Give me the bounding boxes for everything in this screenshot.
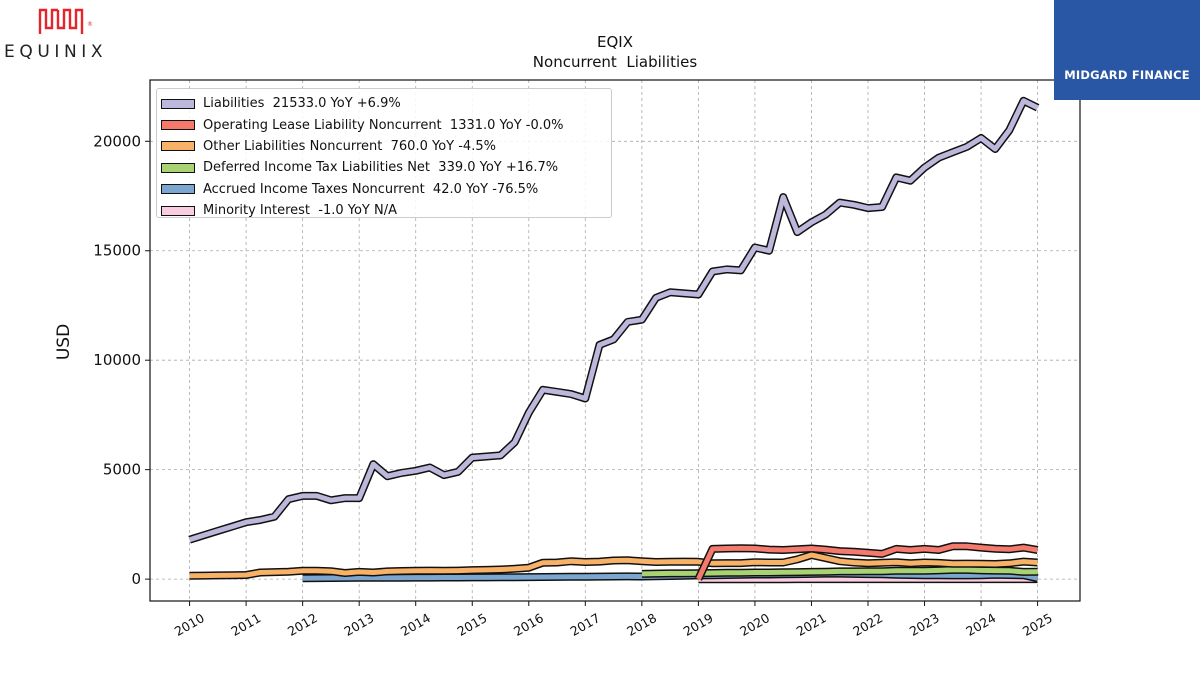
x-tick-label: 2019	[681, 610, 716, 639]
series-line	[696, 543, 1039, 581]
legend-label: Deferred Income Tax Liabilities Net 339.…	[203, 160, 559, 176]
x-tick-label: 2020	[737, 610, 772, 639]
y-tick-label: 5000	[103, 461, 141, 479]
legend-item: Operating Lease Liability Noncurrent 133…	[161, 114, 611, 135]
x-tick-label: 2010	[172, 610, 207, 639]
legend-swatch	[161, 141, 195, 152]
series-line	[189, 552, 1038, 579]
x-tick-label: 2021	[794, 610, 829, 639]
x-tick-label: 2012	[285, 610, 320, 639]
y-tick-label: 0	[131, 570, 141, 588]
svg-text:®: ®	[87, 21, 93, 28]
chart-legend: Liabilities 21533.0 YoY +6.9% Operating L…	[156, 88, 612, 218]
legend-item: Other Liabilities Noncurrent 760.0 YoY -…	[161, 136, 611, 157]
y-tick-label: 10000	[93, 351, 141, 369]
legend-label: Accrued Income Taxes Noncurrent 42.0 YoY…	[203, 181, 539, 197]
legend-swatch	[161, 98, 195, 109]
x-tick-label: 2016	[511, 610, 546, 639]
legend-item: Deferred Income Tax Liabilities Net 339.…	[161, 157, 611, 178]
equinix-wordmark: EQUINIX	[4, 42, 108, 62]
y-tick-label: 20000	[93, 132, 141, 150]
legend-label: Operating Lease Liability Noncurrent 133…	[203, 117, 564, 133]
x-tick-label: 2017	[568, 610, 603, 639]
legend-label: Minority Interest -1.0 YoY N/A	[203, 203, 397, 219]
x-tick-label: 2022	[850, 610, 885, 639]
legend-item: Minority Interest -1.0 YoY N/A	[161, 200, 611, 221]
x-tick-label: 2011	[228, 610, 263, 639]
legend-swatch	[161, 120, 195, 131]
midgard-finance-banner: MIDGARD FINANCE	[1054, 0, 1200, 100]
x-tick-label: 2024	[963, 610, 998, 639]
midgard-finance-text: MIDGARD FINANCE	[1064, 68, 1190, 82]
legend-label: Other Liabilities Noncurrent 760.0 YoY -…	[203, 138, 496, 154]
legend-item: Accrued Income Taxes Noncurrent 42.0 YoY…	[161, 179, 611, 200]
series-line	[188, 98, 1039, 543]
chart-subtitle: Noncurrent Liabilities	[533, 53, 698, 71]
plot-frame	[149, 79, 1081, 602]
x-tick-label: 2023	[907, 610, 942, 639]
equinix-logo-icon: ®	[38, 8, 93, 34]
y-axis-label: USD	[54, 324, 74, 360]
x-tick-label: 2018	[624, 610, 659, 639]
legend-swatch	[161, 162, 195, 173]
series-line	[641, 567, 1038, 577]
legend-label: Liabilities 21533.0 YoY +6.9%	[203, 96, 401, 112]
x-tick-label: 2013	[341, 610, 376, 639]
x-tick-label: 2015	[454, 610, 489, 639]
chart-title: EQIX	[597, 33, 633, 51]
legend-swatch	[161, 205, 195, 216]
x-tick-label: 2014	[398, 610, 433, 639]
y-tick-label: 15000	[93, 242, 141, 260]
legend-swatch	[161, 184, 195, 195]
x-tick-label: 2025	[1020, 610, 1055, 639]
legend-item: Liabilities 21533.0 YoY +6.9%	[161, 93, 611, 114]
